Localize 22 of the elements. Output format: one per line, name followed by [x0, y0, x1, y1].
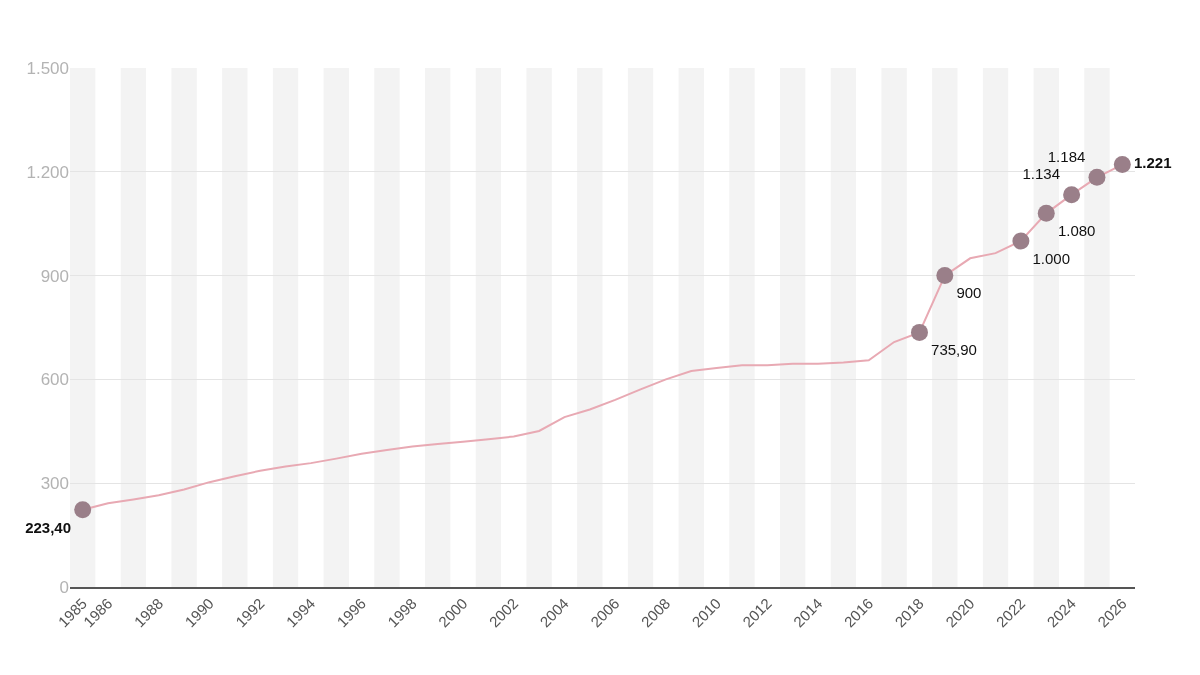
point [1113, 156, 1131, 174]
data-label: 1.134 [1022, 165, 1060, 183]
point [1063, 186, 1081, 204]
point [936, 267, 954, 285]
data-label: 223,40 [25, 518, 72, 536]
data-label: 1.184 [1047, 147, 1086, 165]
y-tick-label: 300 [40, 474, 69, 494]
data-label: 900 [956, 284, 982, 302]
data-label: 1.221 [1133, 154, 1172, 172]
y-tick-label: 1.200 [26, 162, 69, 182]
data-label: 735,90 [931, 341, 977, 359]
point [1088, 168, 1106, 186]
point [1037, 204, 1055, 222]
y-tick-label: 600 [40, 370, 69, 390]
y-tick-label: 0 [59, 577, 69, 597]
point [1012, 232, 1030, 250]
point [910, 323, 928, 341]
data-label: 1.000 [1032, 249, 1071, 267]
point [74, 501, 92, 519]
y-tick-label: 900 [40, 266, 69, 286]
y-tick-label: 1.500 [26, 58, 69, 78]
data-label: 1.080 [1057, 222, 1096, 240]
